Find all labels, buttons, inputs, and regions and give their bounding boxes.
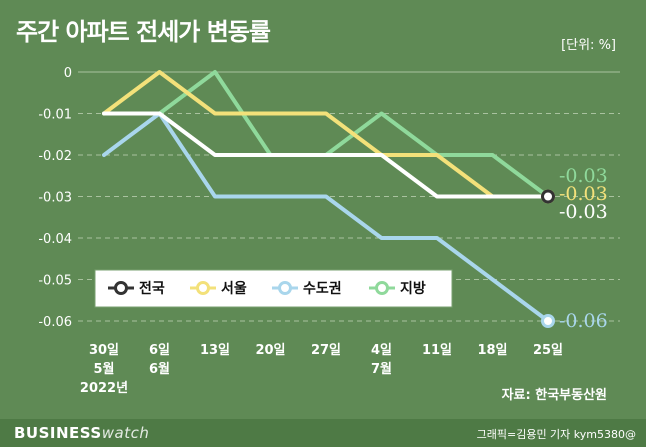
- y-tick-label: -0.05: [38, 274, 72, 289]
- series-end-label: -0.03: [559, 183, 608, 205]
- source-note: 자료: 한국부동산원: [501, 388, 607, 403]
- chart-title: 주간 아파트 전세가 변동률: [16, 18, 271, 46]
- series-end-label: -0.06: [559, 310, 608, 332]
- x-tick-label: 2022년: [80, 381, 128, 396]
- x-tick-label: 25일: [533, 343, 563, 358]
- series-end-label: -0.03: [559, 201, 608, 223]
- x-tick-label: 20일: [255, 343, 285, 358]
- legend-swatch-marker: [196, 281, 210, 295]
- x-tick-label: 7월: [371, 361, 392, 377]
- series-line-전국: [102, 111, 550, 199]
- legend-swatch-marker: [375, 281, 389, 295]
- y-tick-label: -0.06: [38, 315, 72, 330]
- y-tick-label: -0.03: [38, 191, 72, 206]
- x-tick-label: 30일: [89, 343, 119, 358]
- x-tick-label: 4일: [371, 343, 392, 358]
- series-end-label: -0.03: [559, 165, 608, 187]
- graphic-credit: 그래픽=김용민 기자 kym5380@: [476, 428, 636, 441]
- legend-swatch-marker: [278, 281, 292, 295]
- y-tick-label: -0.04: [38, 232, 72, 247]
- series-line-지방: [102, 70, 550, 199]
- brand-logo: BUSINESSwatch: [14, 424, 150, 442]
- x-tick-label: 13일: [200, 343, 230, 358]
- y-tick-label: -0.02: [38, 149, 72, 164]
- y-tick-label: -0.01: [38, 108, 72, 123]
- legend-swatch-marker: [114, 281, 128, 295]
- line-chart: 0 -0.01 -0.02 -0.03 -0.04 -0.05 -0.06 30일 5월 2022…: [38, 66, 620, 396]
- series-end-point: [541, 314, 555, 328]
- series-line-서울: [102, 70, 550, 199]
- x-tick-label: 6월: [149, 361, 170, 377]
- x-tick-label: 27일: [311, 343, 341, 358]
- y-tick-label: 0: [64, 66, 72, 81]
- legend-label: 서울: [221, 280, 247, 297]
- x-tick-label: 5월: [93, 361, 114, 377]
- legend-label: 지방: [400, 280, 426, 297]
- legend-label: 수도권: [303, 281, 342, 297]
- legend-label: 전국: [139, 280, 165, 297]
- x-tick-label: 6일: [149, 343, 170, 358]
- footer-bar: BUSINESSwatch 그래픽=김용민 기자 kym5380@: [0, 419, 646, 447]
- x-tick-label: 11일: [422, 343, 452, 358]
- x-tick-label: 18일: [477, 343, 507, 358]
- series-line-수도권: [102, 111, 550, 323]
- series-end-point: [541, 189, 555, 204]
- unit-label: [단위: %]: [561, 38, 616, 53]
